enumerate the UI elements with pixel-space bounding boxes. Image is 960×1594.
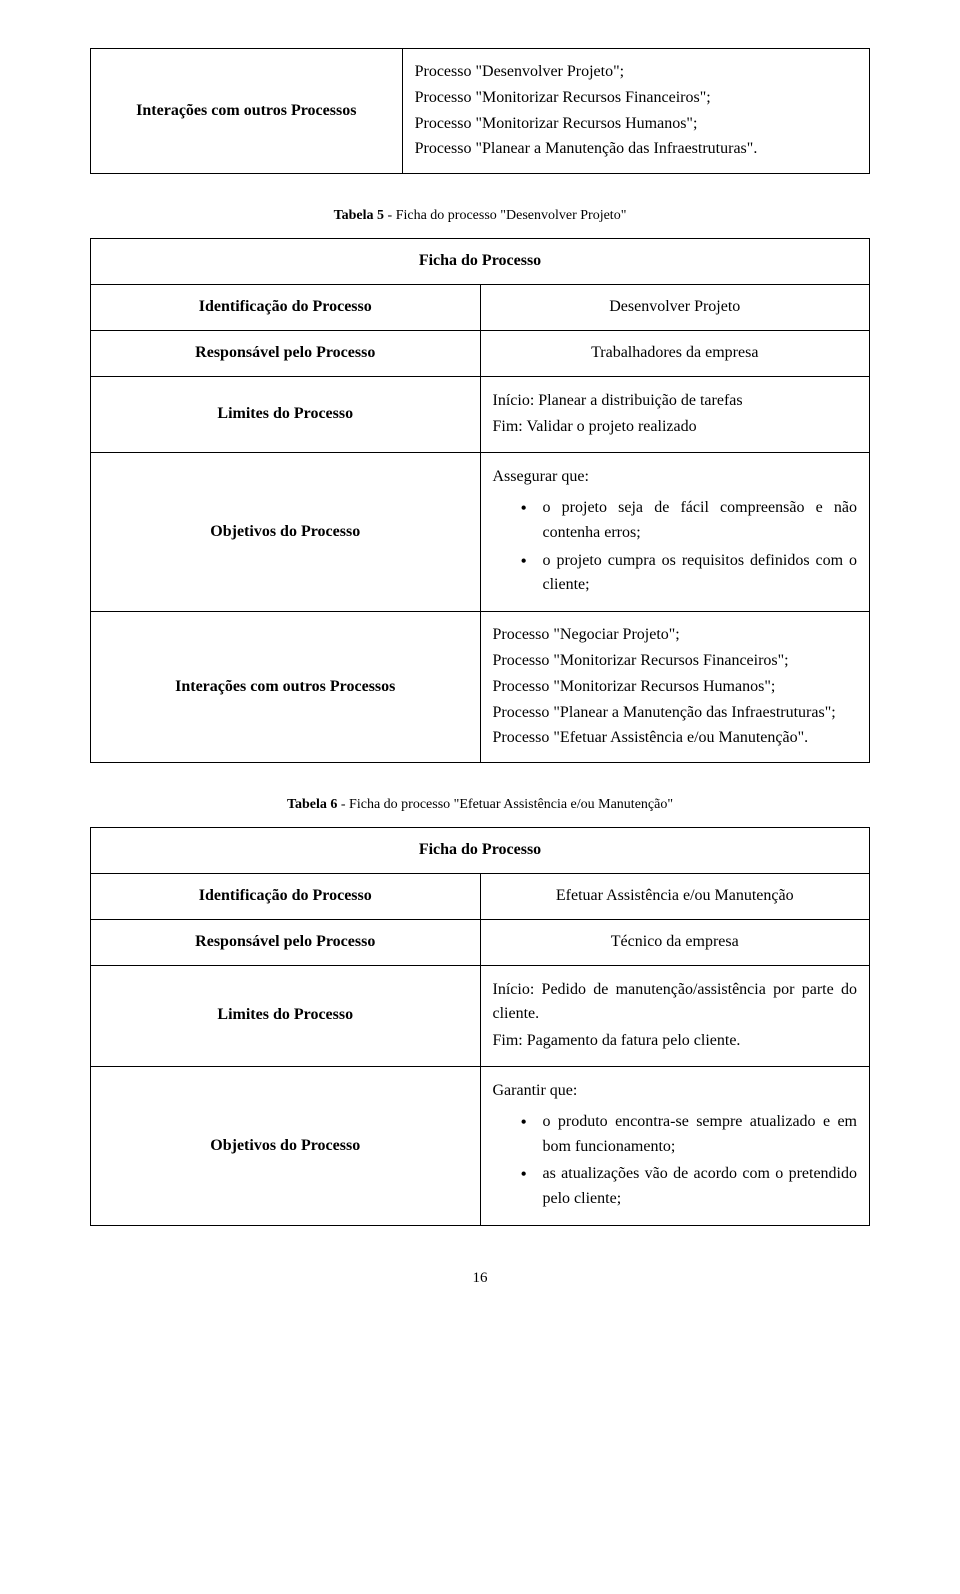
row-value: Técnico da empresa	[480, 919, 870, 965]
text-block: Processo "Desenvolver Projeto"; Processo…	[415, 60, 857, 162]
text-line: Processo "Negociar Projeto";	[493, 623, 858, 648]
list-item: o projeto cumpra os requisitos definidos…	[521, 549, 858, 599]
row-value: Assegurar que: o projeto seja de fácil c…	[480, 453, 870, 612]
table-row: Responsável pelo Processo Técnico da emp…	[91, 919, 870, 965]
table-ficha-6: Ficha do Processo Identificação do Proce…	[90, 827, 870, 1226]
list-item: as atualizações vão de acordo com o pret…	[521, 1162, 858, 1212]
row-label: Responsável pelo Processo	[91, 919, 481, 965]
row-value: Processo "Negociar Projeto"; Processo "M…	[480, 612, 870, 763]
text-line: Início: Planear a distribuição de tarefa…	[493, 389, 858, 414]
text-line: Início: Pedido de manutenção/assistência…	[493, 978, 858, 1028]
table-fragment-interacoes: Interações com outros Processos Processo…	[90, 48, 870, 174]
row-label: Interações com outros Processos	[91, 612, 481, 763]
table-row: Limites do Processo Início: Planear a di…	[91, 376, 870, 453]
row-value: Trabalhadores da empresa	[480, 330, 870, 376]
caption-rest: - Ficha do processo "Efetuar Assistência…	[337, 797, 673, 812]
row-label: Limites do Processo	[91, 965, 481, 1066]
table-row: Responsável pelo Processo Trabalhadores …	[91, 330, 870, 376]
row-value: Garantir que: o produto encontra-se semp…	[480, 1066, 870, 1225]
row-value: Processo "Desenvolver Projeto"; Processo…	[402, 49, 869, 174]
text-line: Processo "Planear a Manutenção das Infra…	[493, 701, 858, 726]
text-block: Processo "Negociar Projeto"; Processo "M…	[493, 623, 858, 751]
text-line: Processo "Monitorizar Recursos Humanos";	[493, 675, 858, 700]
table-row: Objetivos do Processo Assegurar que: o p…	[91, 453, 870, 612]
text-line: Processo "Monitorizar Recursos Humanos";	[415, 112, 857, 137]
bullet-list: o projeto seja de fácil compreensão e nã…	[493, 496, 858, 598]
row-label: Identificação do Processo	[91, 284, 481, 330]
text-line: Fim: Validar o projeto realizado	[493, 415, 858, 440]
lead-text: Garantir que:	[493, 1079, 858, 1104]
table-row: Ficha do Processo	[91, 239, 870, 285]
row-value: Início: Planear a distribuição de tarefa…	[480, 376, 870, 453]
row-label: Responsável pelo Processo	[91, 330, 481, 376]
list-item: o produto encontra-se sempre atualizado …	[521, 1110, 858, 1160]
row-label: Limites do Processo	[91, 376, 481, 453]
table-row: Identificação do Processo Efetuar Assist…	[91, 873, 870, 919]
table-row: Identificação do Processo Desenvolver Pr…	[91, 284, 870, 330]
row-label: Objetivos do Processo	[91, 453, 481, 612]
page-number: 16	[90, 1270, 870, 1287]
row-label: Objetivos do Processo	[91, 1066, 481, 1225]
row-value: Desenvolver Projeto	[480, 284, 870, 330]
text-line: Processo "Monitorizar Recursos Financeir…	[493, 649, 858, 674]
bullet-list: o produto encontra-se sempre atualizado …	[493, 1110, 858, 1212]
text-line: Processo "Planear a Manutenção das Infra…	[415, 137, 857, 162]
table-row: Limites do Processo Início: Pedido de ma…	[91, 965, 870, 1066]
row-label: Interações com outros Processos	[91, 49, 403, 174]
text-line: Processo "Desenvolver Projeto";	[415, 60, 857, 85]
table-caption-5: Tabela 5 - Ficha do processo "Desenvolve…	[90, 208, 870, 224]
table-row: Ficha do Processo	[91, 828, 870, 874]
text-line: Processo "Efetuar Assistência e/ou Manut…	[493, 726, 858, 751]
caption-bold: Tabela 6	[287, 797, 337, 812]
table-row: Interações com outros Processos Processo…	[91, 612, 870, 763]
table-row: Interações com outros Processos Processo…	[91, 49, 870, 174]
document-page: Interações com outros Processos Processo…	[0, 0, 960, 1327]
lead-text: Assegurar que:	[493, 465, 858, 490]
row-value: Efetuar Assistência e/ou Manutenção	[480, 873, 870, 919]
list-item: o projeto seja de fácil compreensão e nã…	[521, 496, 858, 546]
table-ficha-5: Ficha do Processo Identificação do Proce…	[90, 238, 870, 763]
text-line: Processo "Monitorizar Recursos Financeir…	[415, 86, 857, 111]
caption-bold: Tabela 5	[334, 208, 384, 223]
row-value: Início: Pedido de manutenção/assistência…	[480, 965, 870, 1066]
table-header: Ficha do Processo	[91, 239, 870, 285]
caption-rest: - Ficha do processo "Desenvolver Projeto…	[384, 208, 626, 223]
table-row: Objetivos do Processo Garantir que: o pr…	[91, 1066, 870, 1225]
text-line: Fim: Pagamento da fatura pelo cliente.	[493, 1029, 858, 1054]
table-header: Ficha do Processo	[91, 828, 870, 874]
row-label: Identificação do Processo	[91, 873, 481, 919]
table-caption-6: Tabela 6 - Ficha do processo "Efetuar As…	[90, 797, 870, 813]
